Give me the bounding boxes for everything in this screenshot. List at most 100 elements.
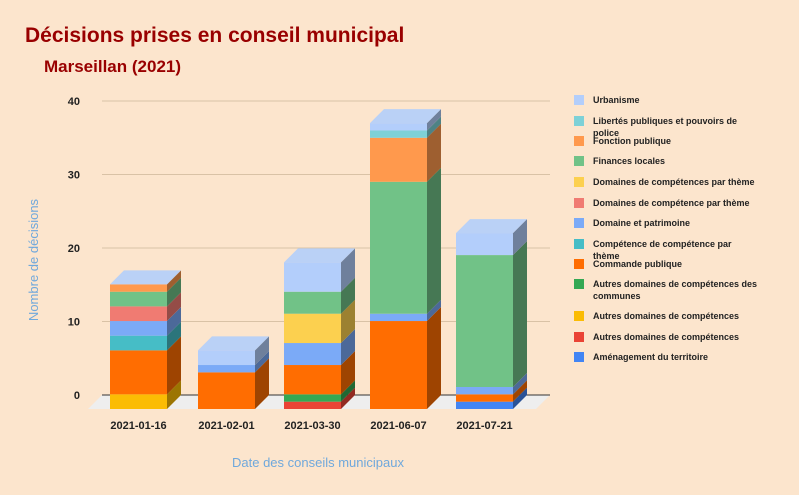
x-tick-label: 2021-01-16 bbox=[110, 420, 166, 432]
legend-label: Domaines de compétences par thème bbox=[593, 177, 755, 187]
legend-swatch bbox=[574, 239, 584, 249]
bar-segment-side bbox=[341, 351, 355, 395]
legend-label: Aménagement du territoire bbox=[593, 352, 709, 362]
legend-swatch bbox=[574, 352, 584, 362]
bar-segment-side bbox=[255, 336, 269, 366]
x-axis-title: Date des conseils municipaux bbox=[232, 455, 404, 470]
legend-label: Libertés publiques et pouvoirs de police bbox=[593, 116, 738, 138]
bar-segment-side bbox=[513, 373, 527, 395]
legend-swatch bbox=[574, 218, 584, 228]
legend-item: Autres domaines de compétences des commu… bbox=[574, 278, 758, 302]
legend-item: Compétence de compétence par thème bbox=[574, 238, 758, 262]
bar-segment bbox=[284, 401, 341, 409]
bar-segment bbox=[110, 394, 167, 409]
legend-item: Autres domaines de compétences bbox=[574, 310, 758, 322]
legend-swatch bbox=[574, 156, 584, 166]
y-tick-label: 30 bbox=[68, 170, 80, 182]
legend-swatch bbox=[574, 116, 584, 126]
bar-segment bbox=[110, 284, 167, 292]
legend-item: Domaines de compétences par thème bbox=[574, 176, 758, 188]
legend-swatch bbox=[574, 177, 584, 187]
bar-segment bbox=[198, 372, 255, 409]
bar-stack bbox=[110, 270, 181, 409]
bar-segment-side bbox=[341, 299, 355, 344]
legend-swatch bbox=[574, 259, 584, 269]
bar-segment bbox=[370, 321, 427, 409]
x-tick-label: 2021-03-30 bbox=[284, 420, 340, 432]
bar-top-face bbox=[284, 248, 355, 263]
bar-top-face bbox=[198, 336, 269, 351]
bar-segment bbox=[198, 365, 255, 373]
legend-item: Libertés publiques et pouvoirs de police bbox=[574, 115, 758, 139]
bar-segment bbox=[110, 306, 167, 322]
bar-segment-side bbox=[255, 358, 269, 409]
bar-segment-side bbox=[513, 387, 527, 409]
legend-item: Commande publique bbox=[574, 258, 758, 270]
x-tick-label: 2021-02-01 bbox=[198, 420, 254, 432]
bar-segment-side bbox=[167, 270, 181, 292]
legend-item: Domaines de compétence par thème bbox=[574, 197, 758, 209]
bar-segment-side bbox=[513, 219, 527, 256]
bar-segment bbox=[456, 394, 513, 402]
bar-segment-side bbox=[427, 109, 441, 131]
legend-item: Finances locales bbox=[574, 155, 758, 167]
legend-item: Autres domaines de compétences bbox=[574, 331, 758, 343]
bar-segment-side bbox=[427, 299, 441, 322]
legend-swatch bbox=[574, 279, 584, 289]
y-tick-label: 10 bbox=[68, 317, 80, 329]
y-tick-label: 40 bbox=[68, 96, 80, 108]
legend-label: Commande publique bbox=[593, 259, 683, 269]
legend-label: Domaine et patrimoine bbox=[593, 218, 691, 228]
legend-item: Aménagement du territoire bbox=[574, 351, 758, 363]
bar-segment-side bbox=[427, 123, 441, 182]
legend-swatch bbox=[574, 198, 584, 208]
legend-item: Urbanisme bbox=[574, 94, 758, 106]
bar-segment bbox=[284, 394, 341, 402]
legend-label: Autres domaines de compétences bbox=[593, 332, 740, 342]
legend-swatch bbox=[574, 332, 584, 342]
legend-label: Finances locales bbox=[593, 156, 666, 166]
bar-stack bbox=[198, 336, 269, 409]
bar-segment-side bbox=[167, 336, 181, 395]
bar-segment bbox=[284, 313, 341, 344]
legend-label: Domaines de compétence par thème bbox=[593, 198, 750, 208]
legend-item: Fonction publique bbox=[574, 135, 758, 147]
bar-segment-side bbox=[341, 387, 355, 409]
bar-stack bbox=[370, 109, 441, 409]
bar-segment-side bbox=[167, 292, 181, 322]
bar-segment-side bbox=[427, 167, 441, 314]
bar-segment-side bbox=[427, 116, 441, 138]
bar-segment-side bbox=[427, 307, 441, 409]
bar-segment bbox=[456, 401, 513, 409]
legend-label: Autres domaines de compétences des commu… bbox=[593, 279, 758, 301]
x-tick-label: 2021-06-07 bbox=[370, 420, 426, 432]
legend-swatch bbox=[574, 136, 584, 146]
y-axis-title: Nombre de décisions bbox=[26, 198, 41, 321]
bar-segment bbox=[456, 387, 513, 395]
bar-segment-side bbox=[255, 351, 269, 373]
bar-segment bbox=[370, 130, 427, 138]
bar-segment bbox=[110, 291, 167, 307]
bar-segment bbox=[370, 313, 427, 322]
bar-top-face bbox=[370, 109, 441, 124]
bar-segment bbox=[456, 255, 513, 388]
bar-segment bbox=[110, 335, 167, 351]
bar-segment bbox=[284, 262, 341, 292]
bar-top-face bbox=[110, 270, 181, 285]
bar-segment bbox=[198, 350, 255, 366]
chart-subtitle: Marseillan (2021) bbox=[44, 57, 182, 76]
bar-segment-side bbox=[167, 277, 181, 307]
legend-item: Domaine et patrimoine bbox=[574, 217, 758, 229]
x-tick-label: 2021-07-21 bbox=[456, 420, 512, 432]
bar-segment-side bbox=[341, 380, 355, 402]
bar-segment bbox=[370, 123, 427, 131]
bar-segment-side bbox=[167, 321, 181, 351]
chart-title: Décisions prises en conseil municipal bbox=[25, 24, 405, 47]
bar-segment-side bbox=[513, 380, 527, 402]
legend-label: Compétence de compétence par thème bbox=[593, 239, 732, 261]
legend-swatch bbox=[574, 95, 584, 105]
bar-segment-side bbox=[513, 241, 527, 388]
bar-segment bbox=[110, 321, 167, 336]
bar-segment bbox=[370, 137, 427, 182]
